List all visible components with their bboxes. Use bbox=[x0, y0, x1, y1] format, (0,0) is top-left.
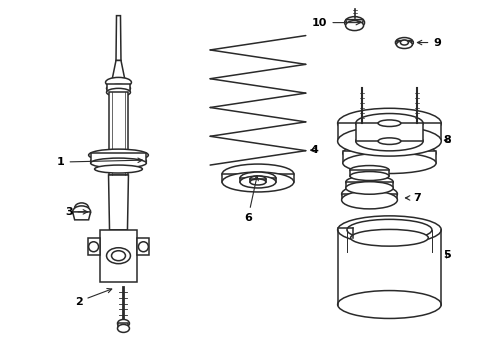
Ellipse shape bbox=[250, 176, 266, 182]
Polygon shape bbox=[396, 41, 413, 45]
Polygon shape bbox=[88, 238, 99, 255]
Text: 9: 9 bbox=[417, 37, 441, 48]
Ellipse shape bbox=[240, 176, 276, 188]
Ellipse shape bbox=[105, 77, 131, 87]
Polygon shape bbox=[73, 212, 91, 220]
Bar bbox=[250, 179, 266, 182]
Ellipse shape bbox=[347, 219, 432, 240]
Ellipse shape bbox=[343, 153, 436, 174]
Ellipse shape bbox=[112, 251, 125, 261]
Ellipse shape bbox=[338, 108, 441, 138]
Ellipse shape bbox=[356, 131, 423, 151]
Polygon shape bbox=[345, 20, 364, 26]
Polygon shape bbox=[108, 175, 128, 230]
Bar bbox=[350, 170, 389, 176]
Text: 2: 2 bbox=[75, 288, 112, 306]
Ellipse shape bbox=[338, 216, 441, 244]
Ellipse shape bbox=[89, 242, 98, 252]
Ellipse shape bbox=[338, 126, 441, 156]
Polygon shape bbox=[119, 323, 128, 328]
Bar bbox=[342, 194, 397, 200]
Bar bbox=[222, 174, 294, 182]
Ellipse shape bbox=[91, 156, 147, 166]
Ellipse shape bbox=[396, 41, 413, 49]
Ellipse shape bbox=[118, 324, 129, 332]
Ellipse shape bbox=[350, 229, 428, 246]
Ellipse shape bbox=[95, 165, 143, 173]
Ellipse shape bbox=[346, 182, 393, 194]
Ellipse shape bbox=[342, 185, 397, 203]
Bar bbox=[346, 182, 393, 188]
Text: 6: 6 bbox=[244, 176, 258, 223]
Ellipse shape bbox=[138, 242, 148, 252]
Bar bbox=[240, 178, 276, 182]
Ellipse shape bbox=[106, 84, 130, 92]
Ellipse shape bbox=[240, 172, 276, 184]
Ellipse shape bbox=[118, 319, 129, 328]
Polygon shape bbox=[112, 60, 125, 82]
Text: 10: 10 bbox=[312, 18, 361, 28]
Polygon shape bbox=[99, 230, 137, 282]
Ellipse shape bbox=[344, 17, 365, 28]
Ellipse shape bbox=[395, 37, 414, 48]
Ellipse shape bbox=[400, 40, 408, 45]
Ellipse shape bbox=[350, 166, 389, 175]
Text: 3: 3 bbox=[65, 207, 88, 217]
Text: 7: 7 bbox=[405, 193, 421, 203]
Ellipse shape bbox=[91, 158, 147, 168]
Ellipse shape bbox=[222, 164, 294, 184]
Text: 1: 1 bbox=[57, 157, 143, 167]
Ellipse shape bbox=[222, 172, 294, 192]
Text: 5: 5 bbox=[443, 250, 451, 260]
Bar bbox=[106, 84, 130, 92]
Ellipse shape bbox=[345, 21, 364, 31]
Polygon shape bbox=[116, 15, 121, 60]
Bar bbox=[343, 151, 436, 163]
Ellipse shape bbox=[73, 206, 91, 218]
Ellipse shape bbox=[106, 88, 130, 96]
Ellipse shape bbox=[350, 171, 389, 180]
Ellipse shape bbox=[338, 291, 441, 319]
Ellipse shape bbox=[89, 149, 148, 161]
Bar bbox=[108, 92, 128, 175]
Ellipse shape bbox=[378, 120, 401, 126]
Bar bbox=[91, 153, 147, 163]
Polygon shape bbox=[137, 238, 149, 255]
Ellipse shape bbox=[342, 191, 397, 209]
Ellipse shape bbox=[74, 203, 89, 213]
Text: 4: 4 bbox=[311, 145, 319, 155]
Ellipse shape bbox=[250, 179, 266, 185]
Bar bbox=[356, 123, 423, 141]
Ellipse shape bbox=[356, 113, 423, 133]
Bar bbox=[338, 123, 441, 141]
Ellipse shape bbox=[378, 138, 401, 144]
Ellipse shape bbox=[106, 248, 130, 264]
Text: 8: 8 bbox=[443, 135, 451, 145]
Ellipse shape bbox=[346, 176, 393, 188]
Ellipse shape bbox=[343, 143, 436, 163]
